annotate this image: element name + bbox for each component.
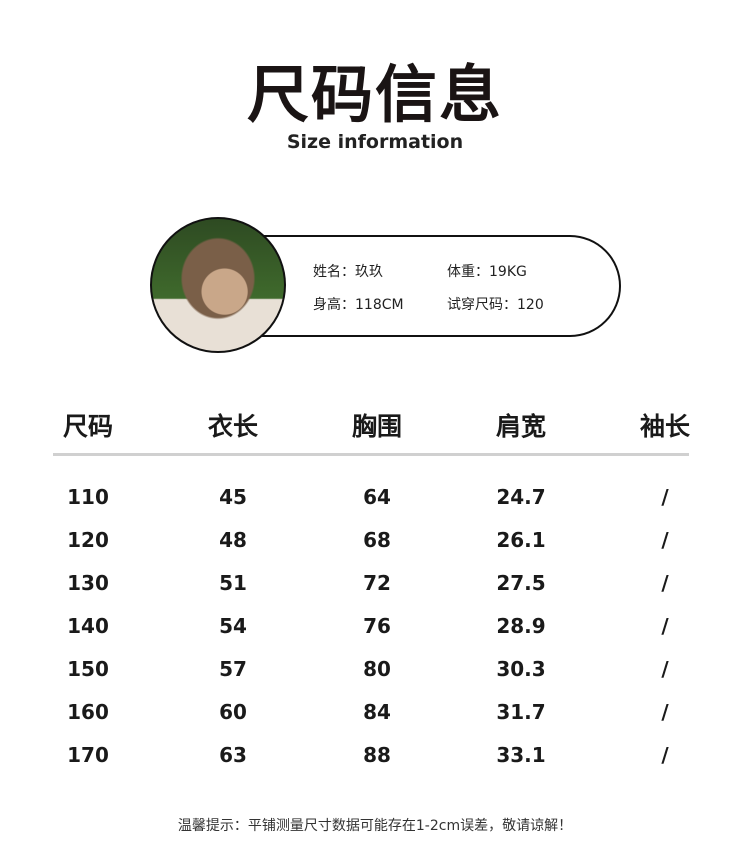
table-cell: 130 <box>67 571 109 595</box>
table-cell: / <box>661 614 669 638</box>
table-cell: 160 <box>67 700 109 724</box>
table-cell: 57 <box>219 657 247 681</box>
table-cell: 80 <box>363 657 391 681</box>
table-cell: 63 <box>219 743 247 767</box>
table-cell: 30.3 <box>496 657 546 681</box>
column-header: 衣长 <box>207 412 259 441</box>
table-cell: 24.7 <box>496 485 546 509</box>
model-weight: 体重：19KG <box>447 264 527 280</box>
column-header: 尺码 <box>62 412 114 441</box>
table-cell: 27.5 <box>496 571 546 595</box>
table-cell: 76 <box>363 614 391 638</box>
table-cell: 31.7 <box>496 700 546 724</box>
page-title: 尺码信息 <box>246 58 503 131</box>
column-header: 肩宽 <box>495 412 547 441</box>
column-header: 胸围 <box>351 412 403 441</box>
table-cell: / <box>661 743 669 767</box>
table-cell: 64 <box>363 485 391 509</box>
table-cell: 150 <box>67 657 109 681</box>
column-header: 袖长 <box>639 412 691 441</box>
table-cell: 120 <box>67 528 109 552</box>
table-cell: 88 <box>363 743 391 767</box>
page-subtitle: Size information <box>286 131 464 153</box>
table-cell: 60 <box>219 700 247 724</box>
model-height: 身高：118CM <box>313 297 404 313</box>
table-cell: 72 <box>363 571 391 595</box>
table-cell: 51 <box>219 571 247 595</box>
table-cell: 28.9 <box>496 614 546 638</box>
model-photo <box>150 217 286 353</box>
table-cell: 84 <box>363 700 391 724</box>
table-cell: 140 <box>67 614 109 638</box>
model-name: 姓名：玖玖 <box>313 264 383 280</box>
table-cell: 170 <box>67 743 109 767</box>
table-cell: 48 <box>219 528 247 552</box>
table-cell: 54 <box>219 614 247 638</box>
model-tried-size: 试穿尺码：120 <box>447 297 544 313</box>
table-cell: / <box>661 700 669 724</box>
measurement-note: 温馨提示：平铺测量尺寸数据可能存在1-2cm误差，敬请谅解！ <box>177 818 573 834</box>
table-cell: / <box>661 528 669 552</box>
table-cell: / <box>661 571 669 595</box>
header-divider <box>53 453 689 456</box>
table-cell: 33.1 <box>496 743 546 767</box>
table-cell: 26.1 <box>496 528 546 552</box>
table-cell: / <box>661 657 669 681</box>
table-cell: 68 <box>363 528 391 552</box>
model-info-card <box>215 235 621 337</box>
table-cell: 110 <box>67 485 109 509</box>
table-cell: / <box>661 485 669 509</box>
table-cell: 45 <box>219 485 247 509</box>
